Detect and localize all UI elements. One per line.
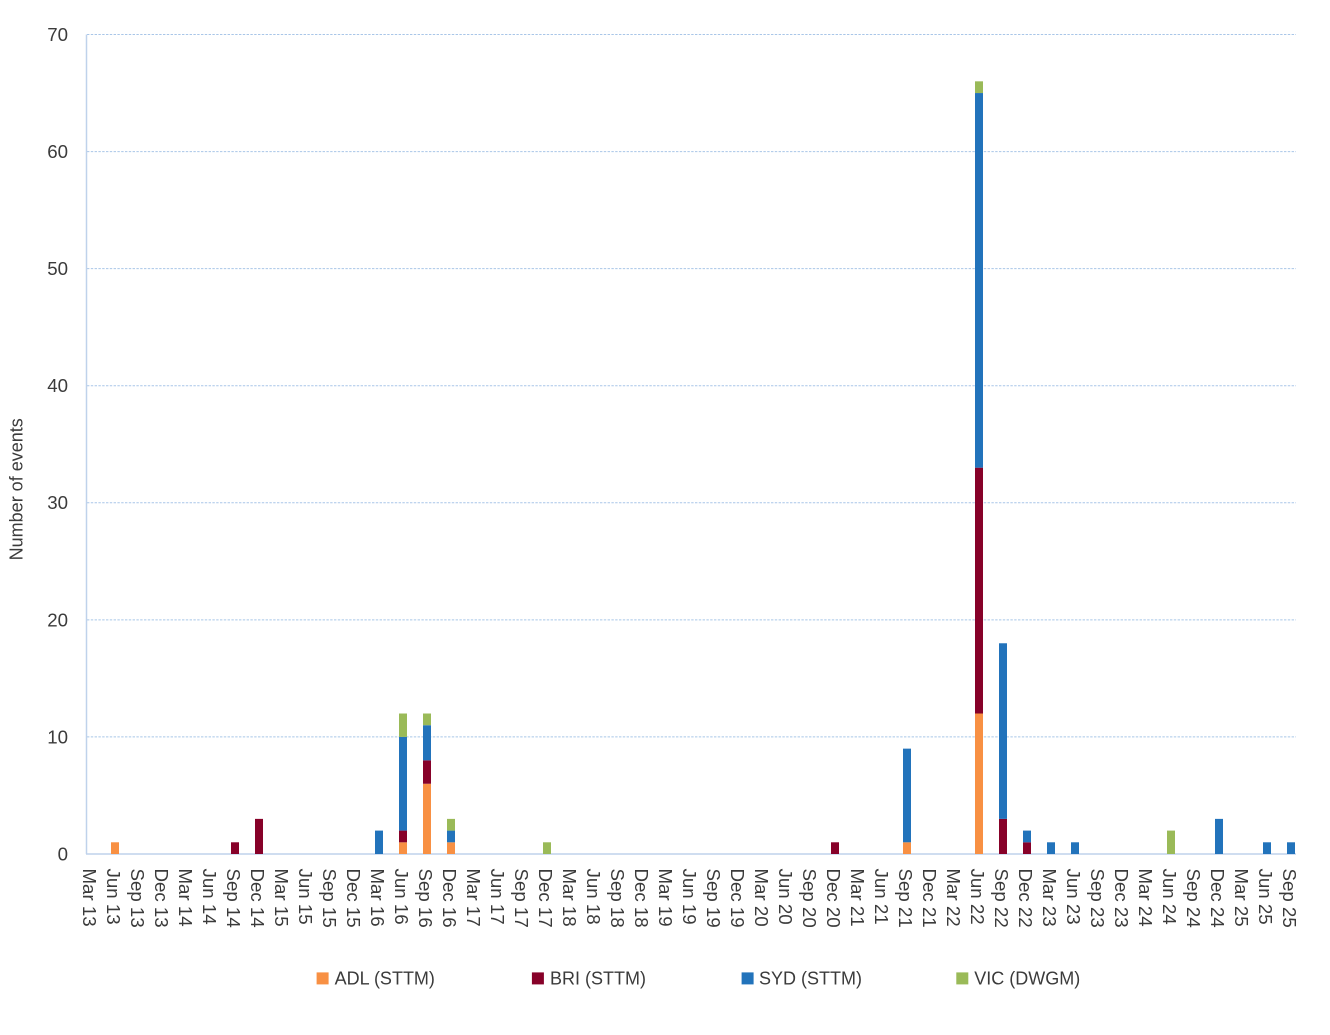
svg-text:Sep 24: Sep 24: [1183, 869, 1204, 928]
svg-text:SYD (STTM): SYD (STTM): [759, 968, 862, 988]
svg-text:Dec 18: Dec 18: [631, 869, 652, 928]
svg-text:70: 70: [47, 24, 68, 45]
svg-text:Jun 20: Jun 20: [775, 869, 796, 925]
svg-text:VIC (DWGM): VIC (DWGM): [974, 968, 1080, 988]
svg-text:Dec 21: Dec 21: [919, 869, 940, 928]
svg-text:40: 40: [47, 375, 68, 396]
svg-text:Dec 19: Dec 19: [727, 869, 748, 928]
svg-text:0: 0: [58, 843, 68, 864]
svg-text:Mar 24: Mar 24: [1135, 869, 1156, 927]
svg-text:Mar 21: Mar 21: [847, 869, 868, 927]
svg-text:Sep 13: Sep 13: [127, 869, 148, 928]
svg-text:Sep 15: Sep 15: [319, 869, 340, 928]
svg-text:Jun 22: Jun 22: [967, 869, 988, 925]
svg-text:Jun 25: Jun 25: [1255, 869, 1276, 925]
svg-text:Jun 21: Jun 21: [871, 869, 892, 925]
svg-text:Dec 20: Dec 20: [823, 869, 844, 928]
svg-text:Dec 15: Dec 15: [343, 869, 364, 928]
svg-text:Jun 14: Jun 14: [199, 869, 220, 925]
svg-text:Dec 22: Dec 22: [1015, 869, 1036, 928]
svg-text:Dec 17: Dec 17: [535, 869, 556, 928]
svg-text:Mar 13: Mar 13: [79, 869, 100, 927]
svg-text:Jun 19: Jun 19: [679, 869, 700, 925]
svg-text:60: 60: [47, 141, 68, 162]
svg-text:Mar 16: Mar 16: [367, 869, 388, 927]
svg-text:Dec 24: Dec 24: [1207, 869, 1228, 928]
svg-text:Mar 22: Mar 22: [943, 869, 964, 927]
svg-text:Mar 23: Mar 23: [1039, 869, 1060, 927]
svg-text:ADL (STTM): ADL (STTM): [335, 968, 435, 988]
svg-text:20: 20: [47, 609, 68, 630]
svg-text:Sep 20: Sep 20: [799, 869, 820, 928]
svg-text:10: 10: [47, 726, 68, 747]
svg-text:Jun 23: Jun 23: [1063, 869, 1084, 925]
svg-text:Dec 23: Dec 23: [1111, 869, 1132, 928]
svg-text:Jun 16: Jun 16: [391, 869, 412, 925]
svg-text:50: 50: [47, 258, 68, 279]
svg-text:Sep 16: Sep 16: [415, 869, 436, 928]
svg-text:Jun 24: Jun 24: [1159, 869, 1180, 925]
svg-text:Sep 18: Sep 18: [607, 869, 628, 928]
svg-text:BRI (STTM): BRI (STTM): [550, 968, 646, 988]
svg-text:Sep 19: Sep 19: [703, 869, 724, 928]
svg-text:Sep 22: Sep 22: [991, 869, 1012, 928]
svg-text:Mar 14: Mar 14: [175, 869, 196, 927]
svg-text:Jun 18: Jun 18: [583, 869, 604, 925]
svg-text:Mar 15: Mar 15: [271, 869, 292, 927]
svg-text:Mar 18: Mar 18: [559, 869, 580, 927]
svg-text:Jun 15: Jun 15: [295, 869, 316, 925]
svg-text:Number of events: Number of events: [6, 418, 26, 560]
svg-text:Sep 23: Sep 23: [1087, 869, 1108, 928]
svg-text:Jun 17: Jun 17: [487, 869, 508, 925]
svg-text:Sep 21: Sep 21: [895, 869, 916, 928]
svg-text:30: 30: [47, 492, 68, 513]
svg-text:Jun 13: Jun 13: [103, 869, 124, 925]
svg-text:Sep 25: Sep 25: [1279, 869, 1300, 928]
svg-text:Dec 13: Dec 13: [151, 869, 172, 928]
svg-text:Mar 25: Mar 25: [1231, 869, 1252, 927]
svg-text:Dec 16: Dec 16: [439, 869, 460, 928]
svg-text:Sep 14: Sep 14: [223, 869, 244, 928]
svg-text:Sep 17: Sep 17: [511, 869, 532, 928]
svg-text:Dec 14: Dec 14: [247, 869, 268, 928]
svg-text:Mar 20: Mar 20: [751, 869, 772, 927]
svg-text:Mar 17: Mar 17: [463, 869, 484, 927]
svg-text:Mar 19: Mar 19: [655, 869, 676, 927]
